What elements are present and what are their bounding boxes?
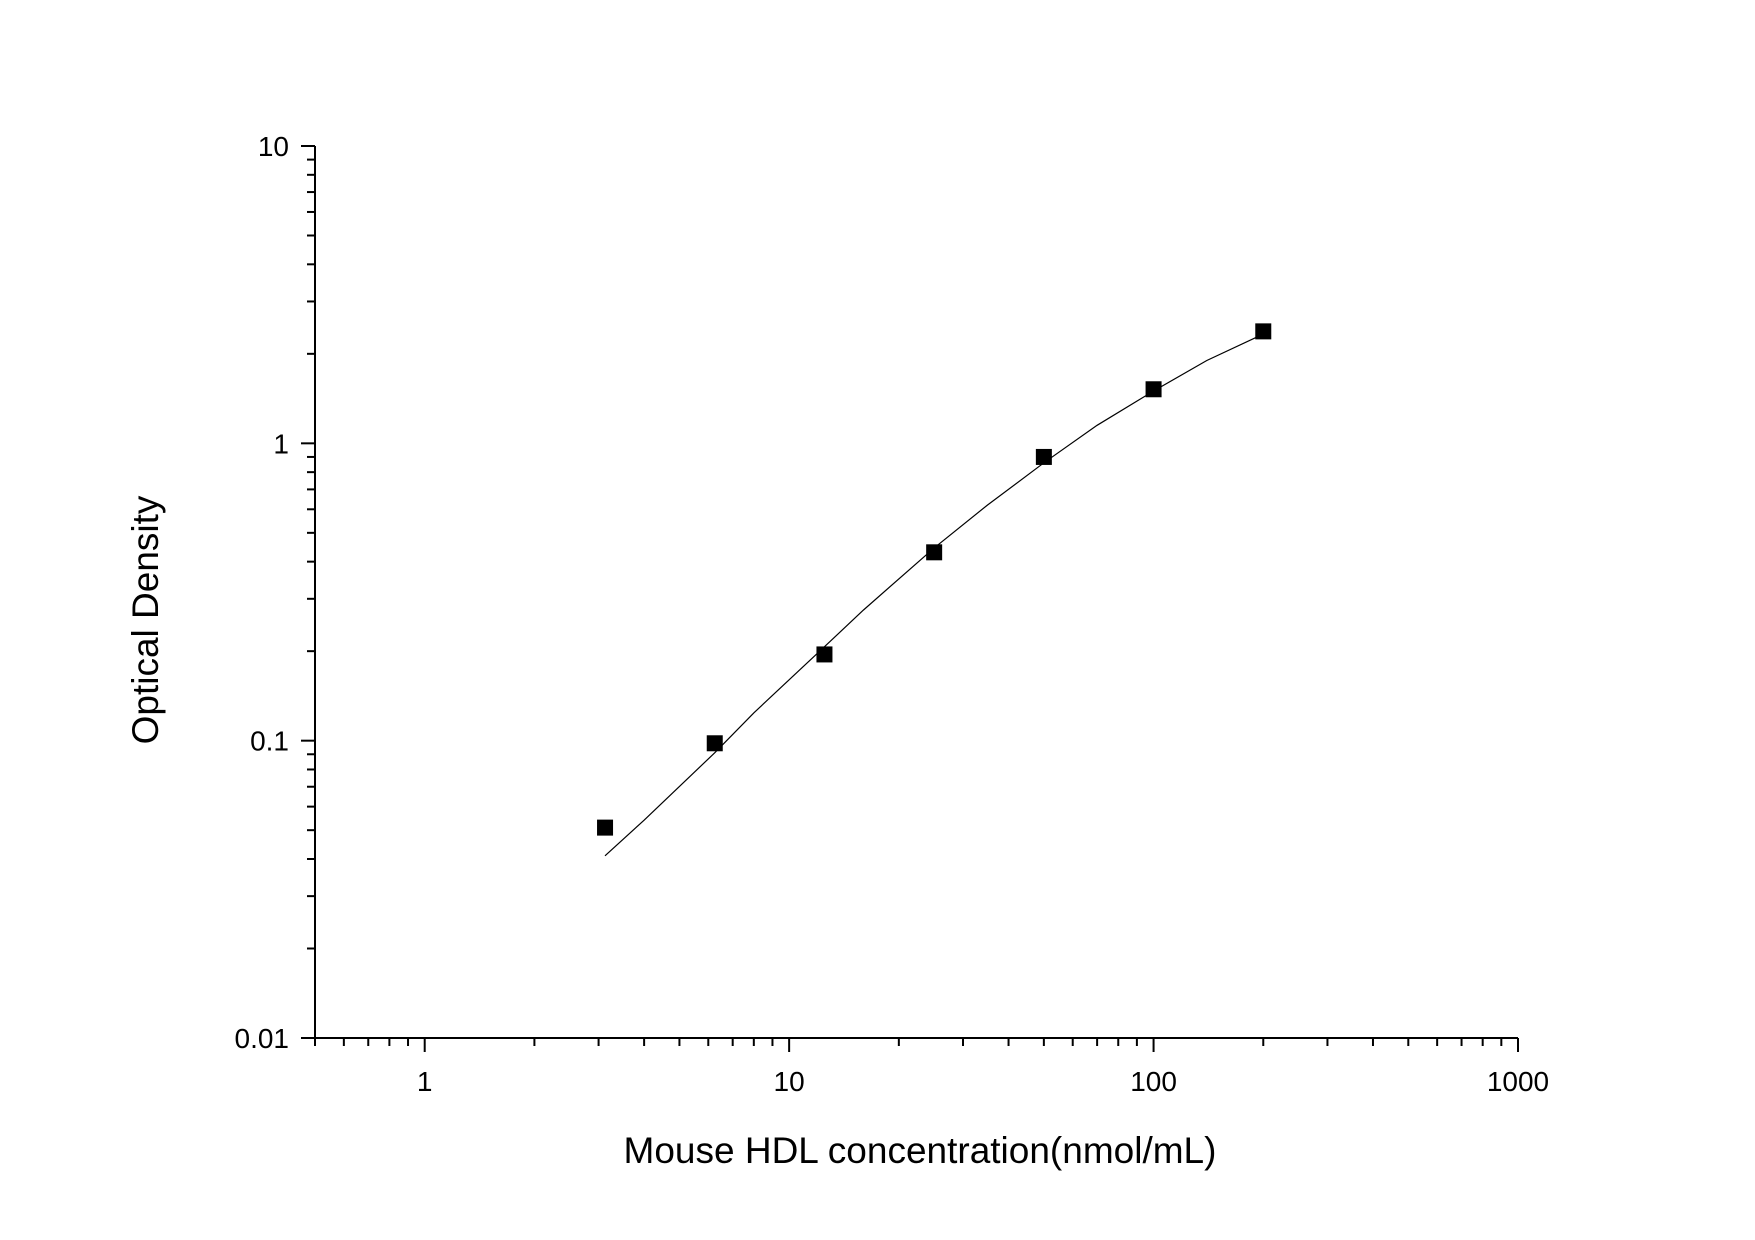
axes	[314, 146, 1518, 1039]
x-tick-label: 10	[774, 1066, 805, 1097]
data-point	[597, 819, 614, 836]
y-tick-label: 0.1	[250, 726, 289, 757]
y-tick-label: 1	[273, 428, 289, 459]
data-point	[816, 646, 833, 663]
x-tick-label: 100	[1130, 1066, 1177, 1097]
data-point	[706, 735, 723, 752]
tick-labels: 0.01 0.1 1 10 1 10 100 1000	[235, 131, 1550, 1097]
data-point	[1145, 381, 1162, 398]
y-tick-label: 10	[258, 131, 289, 162]
fit-curve	[604, 333, 1264, 857]
data-point	[1035, 448, 1052, 465]
x-tick-label: 1000	[1487, 1066, 1549, 1097]
fit-curve-group	[604, 333, 1264, 857]
x-tick-label: 1	[417, 1066, 433, 1097]
x-axis-title: Mouse HDL concentration(nmol/mL)	[624, 1130, 1217, 1171]
y-axis-title: Optical Density	[125, 495, 166, 744]
data-points	[597, 323, 1272, 836]
data-point	[1255, 323, 1272, 340]
data-point	[926, 544, 943, 561]
y-tick-label: 0.01	[235, 1023, 290, 1054]
ticks	[301, 145, 1519, 1052]
